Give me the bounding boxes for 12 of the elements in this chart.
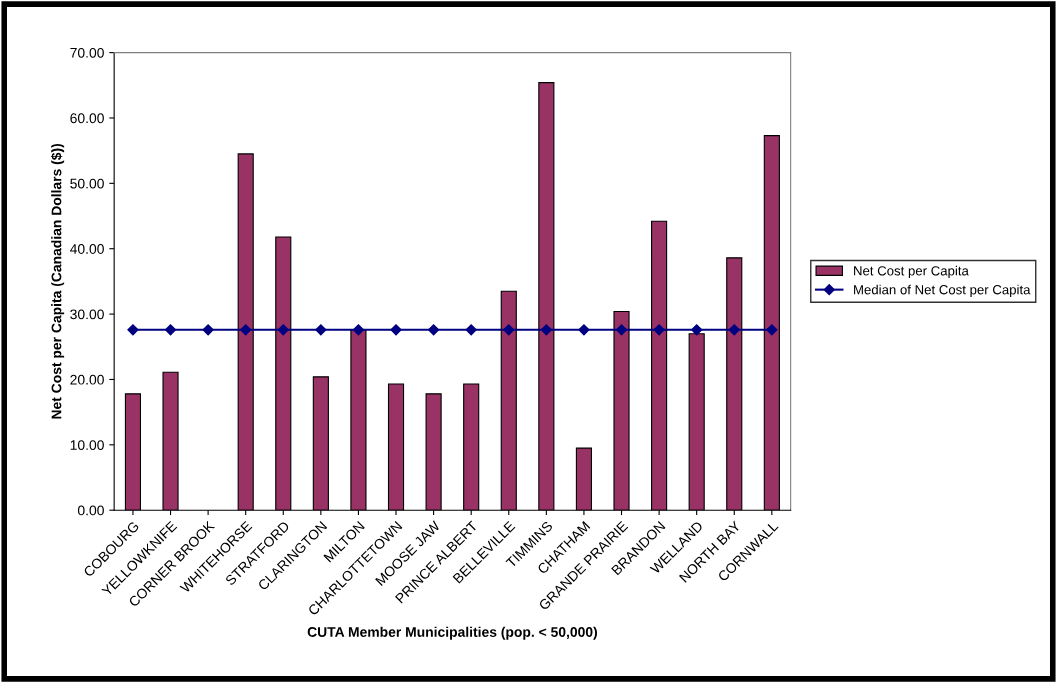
y-tick-label: 20.00 xyxy=(70,374,104,385)
y-tick-label: 50.00 xyxy=(70,178,104,189)
y-tick-label: 10.00 xyxy=(70,440,104,450)
legend-label: Median of Net Cost per Capita xyxy=(854,284,1031,297)
y-tick-label: 60.00 xyxy=(70,113,104,124)
y-tick-label: 0.00 xyxy=(77,505,104,516)
legend-label: Net Cost per Capita xyxy=(854,265,969,279)
x-axis-title: CUTA Member Municipalities (pop. < 50,000) xyxy=(307,626,597,640)
y-tick-label: 40.00 xyxy=(70,244,104,254)
y-axis-title: Net Cost per Capita (Canadian Dollars ($)) xyxy=(50,143,65,419)
y-tick-label: 30.00 xyxy=(70,309,104,320)
y-tick-label: 70.00 xyxy=(70,47,104,58)
